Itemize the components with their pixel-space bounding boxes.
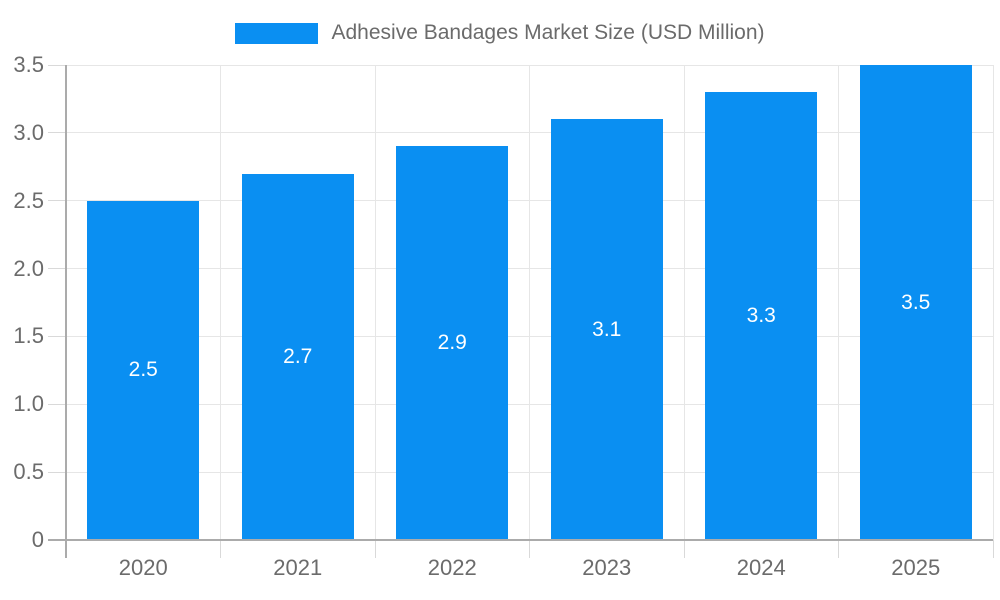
gridline-vertical (838, 65, 839, 540)
y-tick-label: 0 (31, 527, 44, 552)
x-axis-tick (992, 540, 994, 558)
x-tick-label: 2020 (118, 555, 168, 580)
y-tick-label: 1.5 (13, 323, 44, 349)
bar[interactable] (87, 200, 200, 540)
bar-value-label: 2.5 (128, 358, 158, 382)
gridline-vertical (374, 65, 376, 540)
bar[interactable] (705, 92, 818, 540)
x-axis-tick (838, 540, 839, 558)
x-tick-label: 2023 (582, 555, 632, 580)
gridline-vertical (529, 65, 530, 540)
y-tick-label: 2.0 (13, 255, 44, 281)
bar[interactable] (241, 173, 354, 540)
gridline-vertical (220, 65, 221, 540)
bar-value-label: 3.3 (746, 304, 776, 328)
gridline-vertical (683, 65, 685, 540)
x-tick-label: 2021 (273, 555, 323, 580)
x-axis-line (48, 539, 993, 541)
x-axis-tick (529, 540, 530, 558)
legend: Adhesive Bandages Market Size (USD Milli… (0, 21, 1000, 45)
bar-value-label: 3.1 (592, 317, 622, 341)
bar-value-label: 3.5 (901, 290, 931, 314)
bar[interactable] (550, 119, 663, 540)
y-tick-label: 3.0 (13, 119, 44, 145)
bar-value-label: 2.7 (283, 344, 313, 368)
y-axis-tick (48, 200, 66, 202)
y-tick-label: 2.5 (13, 187, 44, 213)
y-axis-tick (48, 64, 66, 66)
legend-swatch (235, 22, 319, 44)
y-tick-label: 3.5 (13, 52, 44, 77)
y-axis-tick (48, 268, 66, 270)
x-tick-label: 2024 (736, 555, 786, 580)
legend-label: Adhesive Bandages Market Size (USD Milli… (331, 21, 765, 44)
gridline-vertical (992, 65, 994, 540)
x-axis-tick (220, 540, 221, 558)
x-tick-label: 2025 (891, 555, 941, 580)
y-axis-tick (48, 403, 66, 405)
y-tick-label: 0.5 (13, 459, 44, 485)
y-axis-line (65, 65, 67, 558)
y-axis-tick (48, 335, 66, 337)
y-tick-label: 1.0 (13, 391, 44, 417)
bar[interactable] (859, 65, 972, 540)
y-axis-tick (48, 132, 66, 134)
bar-value-label: 2.9 (437, 331, 467, 355)
y-axis-tick (48, 471, 66, 473)
x-tick-label: 2022 (427, 555, 477, 580)
bar[interactable] (396, 146, 509, 540)
x-axis-tick (683, 540, 685, 558)
x-axis-tick (374, 540, 376, 558)
